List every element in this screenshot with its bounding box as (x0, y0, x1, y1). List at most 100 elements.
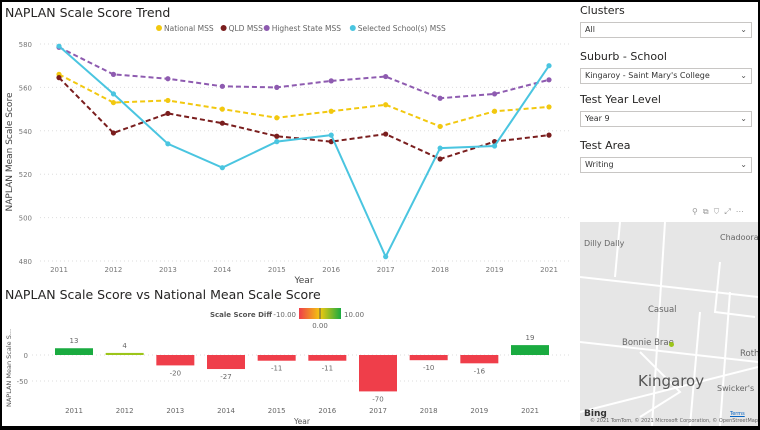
x-tick-label: 2017 (377, 266, 395, 274)
bar (511, 345, 549, 355)
slicer-value: Kingaroy - Saint Mary's College (585, 71, 710, 80)
chevron-down-icon: ⌄ (740, 23, 747, 37)
clusters-dropdown[interactable]: All ⌄ (580, 22, 752, 38)
y-tick-label: 0 (24, 352, 28, 360)
map-roads (580, 222, 758, 426)
x-tick-label: 2013 (166, 407, 184, 415)
data-point (111, 100, 116, 105)
data-point (329, 78, 334, 83)
legend-marker (156, 25, 162, 31)
data-point (438, 156, 443, 161)
diff-bar-chart: 0-50Scale Score Diff-10.0010.000.0013201… (2, 286, 572, 426)
x-tick-label: 2019 (470, 407, 488, 415)
y-axis-title: NAPLAN Mean Scale S... (5, 329, 13, 407)
x-tick-label: 2013 (159, 266, 177, 274)
bar (106, 353, 144, 355)
data-point (383, 74, 388, 79)
bar (308, 355, 346, 361)
test-year-level-dropdown[interactable]: Year 9⌄ (580, 111, 752, 127)
clusters-slicer: Clusters All⌄ (580, 4, 752, 38)
legend-max: 10.00 (344, 311, 364, 319)
x-tick-label: 2014 (217, 407, 235, 415)
map-visual[interactable]: Dilly Dally Chadoora Casual Bonnie Brae … (580, 222, 758, 426)
terms-link[interactable]: Terms (730, 411, 745, 417)
legend-title: Scale Score Diff (210, 311, 272, 319)
x-tick-label: 2018 (431, 266, 449, 274)
y-tick-label: -50 (17, 378, 28, 386)
data-point (329, 133, 334, 138)
data-point (111, 130, 116, 135)
data-point (220, 121, 225, 126)
suburb-school-dropdown[interactable]: Kingaroy - Saint Mary's College ⌄ (580, 68, 752, 84)
map-attribution: © 2021 TomTom, © 2021 Microsoft Corporat… (590, 418, 758, 424)
suburb-school-slicer: Suburb - School Kingaroy - Saint Mary's … (580, 50, 752, 84)
data-point (438, 124, 443, 129)
test-area-dropdown[interactable]: Writing ⌄ (580, 157, 752, 173)
legend-label: Highest State MSS (272, 24, 342, 33)
y-axis-title: NAPLAN Mean Scale Score (5, 92, 15, 211)
x-tick-label: 2016 (318, 407, 336, 415)
slicer-value: All (585, 25, 595, 34)
map-label: Chadoora (720, 233, 758, 242)
test-year-level-slicer: Test Year Level Year 9⌄ (580, 93, 752, 127)
slicer-value: Year 9 (585, 114, 610, 123)
x-tick-label: 2016 (322, 266, 340, 274)
map-label: Swicker's (717, 384, 754, 393)
x-tick-label: 2012 (105, 266, 123, 274)
data-point (546, 77, 551, 82)
bar (460, 355, 498, 363)
x-tick-label: 2011 (65, 407, 83, 415)
map-label: Bonnie Brae (622, 338, 674, 348)
y-tick-label: 580 (19, 41, 32, 49)
slicer-label: Test Area (580, 139, 752, 152)
data-point (274, 134, 279, 139)
visual-header-icons[interactable]: ⚲⧉⛉⤢⋯ (692, 207, 749, 217)
data-point (111, 72, 116, 77)
data-point (220, 165, 225, 170)
x-tick-label: 2012 (116, 407, 134, 415)
legend-label: Selected School(s) MSS (358, 24, 446, 33)
data-point (165, 141, 170, 146)
data-point (546, 133, 551, 138)
series-line (59, 74, 549, 126)
legend-marker (221, 25, 227, 31)
bar (410, 355, 448, 360)
slicer-value: Writing (585, 160, 614, 169)
legend-marker (350, 25, 356, 31)
data-point (438, 146, 443, 151)
x-tick-label: 2019 (486, 266, 504, 274)
data-point (111, 91, 116, 96)
data-label: 13 (70, 337, 79, 345)
data-label: 4 (122, 342, 127, 350)
bar (207, 355, 245, 369)
data-point (383, 102, 388, 107)
chevron-down-icon: ⌄ (740, 69, 747, 83)
data-point (329, 109, 334, 114)
data-point (546, 63, 551, 68)
school-location-marker[interactable] (669, 342, 674, 347)
legend-mid: 0.00 (312, 322, 328, 330)
y-tick-label: 560 (19, 84, 32, 92)
legend-marker (264, 25, 270, 31)
map-label-kingaroy: Kingaroy (638, 372, 704, 390)
x-tick-label: 2021 (521, 407, 539, 415)
map-label: Casual (648, 305, 677, 315)
data-point (492, 109, 497, 114)
slicer-label: Suburb - School (580, 50, 752, 63)
data-label: -16 (474, 367, 486, 375)
y-tick-label: 500 (19, 215, 32, 223)
data-point (438, 96, 443, 101)
bar (359, 355, 397, 391)
data-point (165, 111, 170, 116)
data-label: -11 (271, 365, 282, 373)
data-point (492, 91, 497, 96)
chevron-down-icon: ⌄ (740, 158, 747, 172)
data-point (383, 131, 388, 136)
legend-label: QLD MSS (229, 24, 263, 33)
data-label: -70 (372, 395, 383, 403)
data-label: -27 (220, 373, 231, 381)
series-line (59, 47, 549, 98)
x-tick-label: 2021 (540, 266, 558, 274)
map-label: Dilly Dally (584, 239, 624, 248)
bar (258, 355, 296, 361)
